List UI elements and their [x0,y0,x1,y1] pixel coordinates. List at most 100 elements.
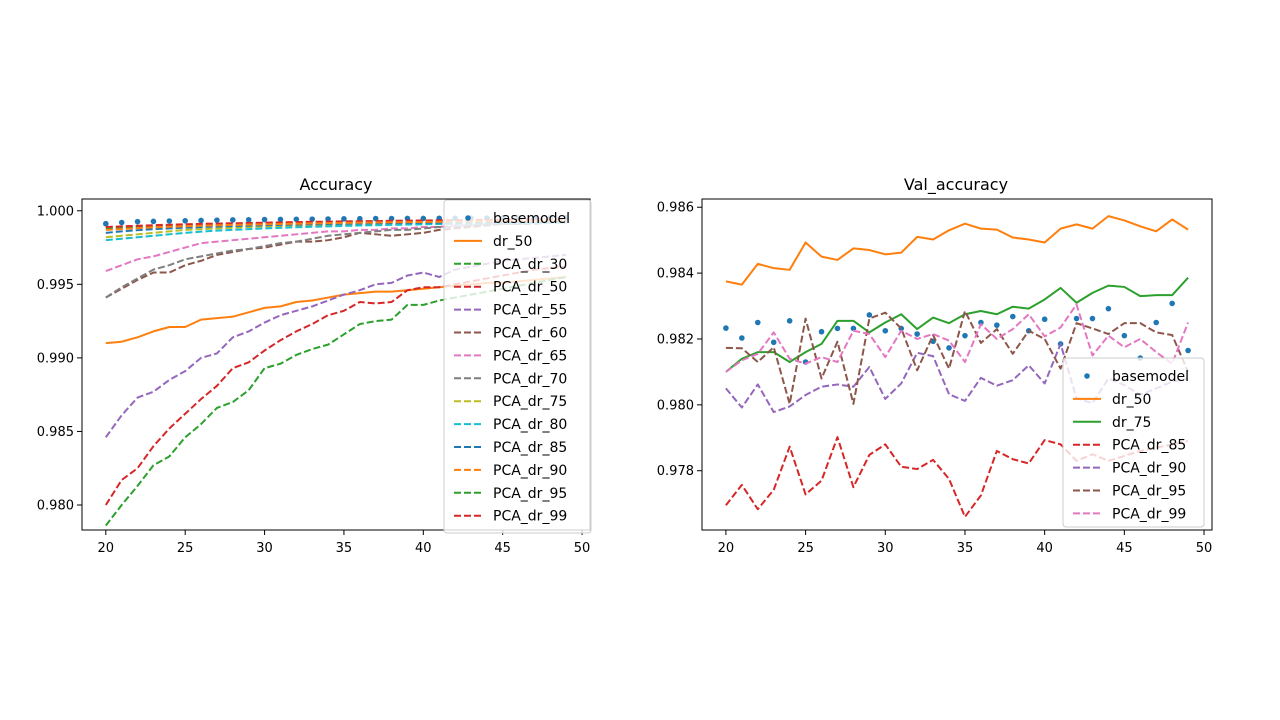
val-accuracy-point-basemodel [994,322,1000,328]
val-accuracy-y-tick-label: 0.978 [657,464,694,479]
accuracy-point-basemodel [214,217,220,223]
accuracy-legend-label-pca-dr-95: PCA_dr_95 [493,486,567,502]
accuracy-y-tick-label: 0.990 [37,351,74,366]
val-accuracy-line-dr-50 [725,215,1189,286]
accuracy-legend-marker-basemodel [465,215,471,221]
val-accuracy-point-basemodel [1169,300,1175,307]
val-accuracy-legend-label-dr-75: dr_75 [1112,415,1151,431]
accuracy-y-tick-label: 0.985 [37,425,74,440]
accuracy-point-basemodel [341,216,347,222]
val-accuracy-legend-label-basemodel: basemodel [1112,369,1189,385]
val-accuracy-point-basemodel [962,332,968,339]
accuracy-legend-label-pca-dr-85: PCA_dr_85 [493,440,567,456]
val-accuracy-point-basemodel [739,335,745,341]
accuracy-point-basemodel [277,216,284,223]
accuracy-point-basemodel [309,216,315,222]
val-accuracy-line-dr-75 [725,277,1189,373]
val-accuracy-point-basemodel [1009,313,1016,320]
accuracy-point-basemodel [150,218,157,225]
val-accuracy-point-basemodel [1153,319,1160,326]
accuracy-legend-label-pca-dr-75: PCA_dr_75 [493,394,567,410]
accuracy-legend-label-pca-dr-99: PCA_dr_99 [493,509,567,525]
val-accuracy-point-basemodel [946,345,952,351]
val-accuracy-point-basemodel [850,325,857,332]
accuracy-chart: Accuracy 20 25 30 35 40 45 50 0.980 0.985 0.990 0.… [37,175,592,556]
val-accuracy-axes-frame [701,198,1213,531]
val-accuracy-legend: basemodel dr_50 dr_75 PCA_dr_85 PCA_dr_90 PCA… [1062,357,1205,528]
val-accuracy-point-basemodel [1105,305,1112,312]
accuracy-point-basemodel [103,220,109,227]
val-accuracy-x-tick-label: 50 [1196,541,1213,556]
accuracy-point-basemodel [245,216,252,223]
val-accuracy-legend-marker-basemodel [1084,373,1090,379]
accuracy-point-basemodel [198,217,204,224]
val-accuracy-legend-label-pca-dr-85: PCA_dr_85 [1112,438,1186,454]
val-accuracy-y-tick-label: 0.984 [657,267,694,282]
accuracy-legend-box [443,199,592,534]
val-accuracy-x-tick-label: 35 [957,541,974,556]
accuracy-legend-label-dr-50: dr_50 [493,234,532,250]
accuracy-x-tick-label: 20 [98,541,115,556]
accuracy-line-pca-dr-65 [105,221,567,273]
val-accuracy-point-basemodel [770,339,777,346]
accuracy-legend-label-pca-dr-65: PCA_dr_65 [493,348,567,364]
val-accuracy-y-tick-label: 0.982 [657,332,694,347]
accuracy-x-tick-label: 40 [415,541,432,556]
val-accuracy-chart-title: Val_accuracy [904,175,1008,195]
val-accuracy-point-basemodel [1089,315,1096,322]
val-accuracy-legend-label-pca-dr-95: PCA_dr_95 [1112,484,1186,500]
accuracy-x-tick-label: 50 [574,541,591,556]
accuracy-point-basemodel [325,216,331,222]
val-accuracy-point-basemodel [978,319,984,326]
accuracy-point-basemodel [182,217,188,224]
val-accuracy-x-tick-label: 30 [877,541,894,556]
val-accuracy-point-basemodel [914,331,920,337]
accuracy-y-tick-label: 0.995 [37,278,74,293]
val-accuracy-y-tick-label: 0.980 [657,398,694,413]
accuracy-legend-label-pca-dr-30: PCA_dr_30 [493,257,567,273]
val-accuracy-legend-label-pca-dr-99: PCA_dr_99 [1112,506,1186,522]
accuracy-point-basemodel [118,219,125,226]
val-accuracy-point-basemodel [723,325,729,331]
accuracy-point-basemodel [357,215,363,222]
val-accuracy-x-tick-label: 25 [797,541,814,556]
accuracy-x-tick-label: 25 [177,541,194,556]
val-accuracy-x-tick-label: 40 [1036,541,1053,556]
val-accuracy-x-tick-label: 45 [1116,541,1133,556]
val-accuracy-point-basemodel [754,319,761,326]
val-accuracy-x-tick-label: 20 [718,541,735,556]
accuracy-point-basemodel [230,217,236,223]
accuracy-point-basemodel [166,218,173,224]
val-accuracy-line-pca-dr-99 [725,303,1190,373]
val-accuracy-legend-label-pca-dr-90: PCA_dr_90 [1112,461,1186,477]
val-accuracy-y-tick-label: 0.986 [657,201,694,216]
accuracy-point-basemodel [372,215,379,222]
accuracy-legend-label-pca-dr-55: PCA_dr_55 [493,303,567,319]
accuracy-point-basemodel [261,216,268,223]
accuracy-x-tick-label: 45 [494,541,511,556]
val-accuracy-point-basemodel [1185,347,1191,354]
accuracy-y-tick-label: 0.980 [37,498,74,513]
val-accuracy-point-basemodel [1121,332,1128,339]
accuracy-chart-title: Accuracy [299,175,372,194]
val-accuracy-series-basemodel [723,300,1191,365]
val-accuracy-legend-box [1062,357,1205,528]
accuracy-legend-label-basemodel: basemodel [493,211,570,227]
val-accuracy-point-basemodel [1073,315,1080,322]
val-accuracy-point-basemodel [1041,316,1048,323]
accuracy-legend: basemodel dr_50 PCA_dr_30 PCA_dr_50 PCA_dr_5… [443,199,592,534]
val-accuracy-point-basemodel [834,325,841,332]
accuracy-legend-label-pca-dr-60: PCA_dr_60 [493,326,567,342]
val-accuracy-point-basemodel [786,318,793,324]
val-accuracy-legend-label-dr-50: dr_50 [1112,392,1151,408]
val-accuracy-chart: Val_accuracy 20 25 30 35 40 45 50 0.978 0.980 0.9… [657,175,1213,556]
accuracy-y-tick-label: 1.000 [37,204,74,219]
accuracy-point-basemodel [293,216,300,223]
val-accuracy-point-basemodel [882,327,889,334]
accuracy-legend-label-pca-dr-70: PCA_dr_70 [493,371,567,387]
accuracy-point-basemodel [134,218,141,225]
val-accuracy-point-basemodel [866,312,873,318]
accuracy-x-tick-label: 30 [256,541,273,556]
accuracy-legend-label-pca-dr-50: PCA_dr_50 [493,280,567,296]
